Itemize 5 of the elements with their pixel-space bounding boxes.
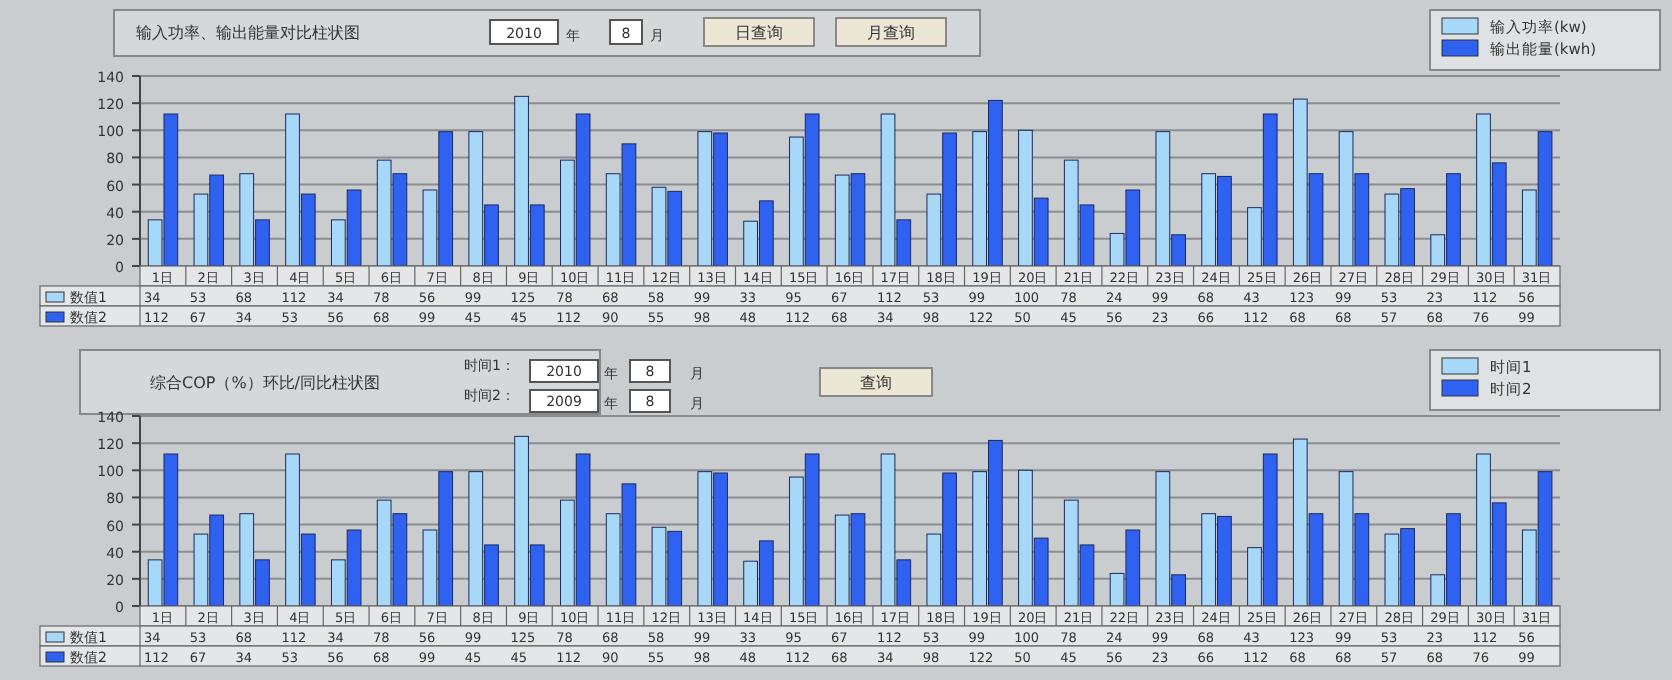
text: 查询 [860, 374, 892, 392]
text: 日查询 [735, 24, 783, 42]
chart-title: 输入功率、输出能量对比柱状图 [136, 24, 360, 42]
text: 月查询 [867, 24, 915, 42]
chart-title: 综合COP（%）环比/同比柱状图 [150, 374, 381, 392]
